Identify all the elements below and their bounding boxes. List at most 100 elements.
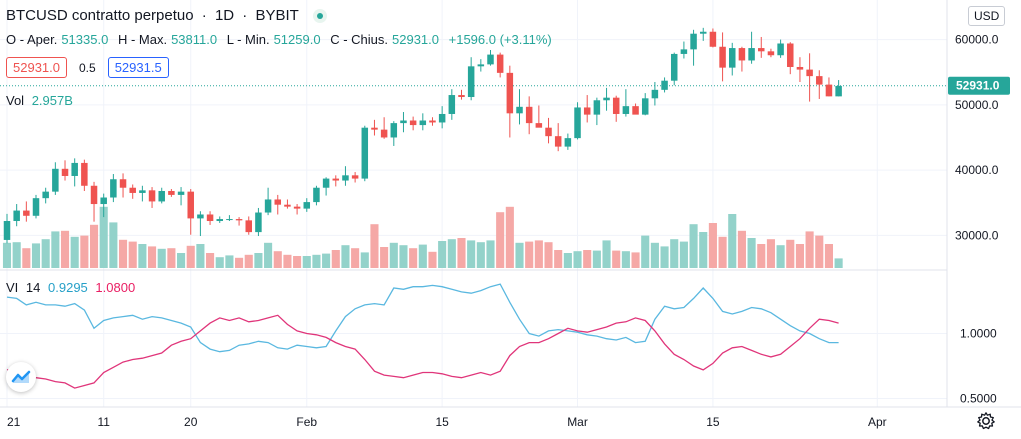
volume-bar [747, 238, 756, 268]
volume-bar [428, 251, 437, 268]
volume-bar [293, 256, 302, 268]
candle-body [709, 31, 717, 47]
buy-button[interactable]: 52931.5 [107, 57, 169, 78]
volume-bar [563, 253, 572, 268]
candle-body [168, 190, 175, 195]
volume-bar [186, 245, 195, 268]
low-value: 51259.0 [273, 32, 321, 47]
candle-body [245, 220, 252, 233]
time-tick-label: 15 [706, 415, 720, 429]
price-tick-label: 60000.0 [955, 33, 999, 47]
candle-body [71, 162, 78, 176]
time-tick-label: 11 [97, 415, 110, 429]
volume-bar [380, 247, 389, 268]
volume-bar [177, 253, 186, 268]
candle-body [554, 136, 562, 147]
volume-bar [322, 253, 331, 268]
candle-body [564, 138, 572, 147]
high-value: 53811.0 [171, 32, 218, 47]
currency-button[interactable]: USD [968, 6, 1006, 26]
volume-bar [22, 248, 31, 268]
time-tick-label: Apr [868, 415, 887, 429]
volume-bar [795, 244, 804, 268]
candle-body [535, 123, 543, 128]
volume-bar [641, 235, 650, 268]
candle-body [255, 212, 262, 233]
candle-body [139, 190, 146, 193]
candle-body [545, 127, 552, 137]
candle-body [100, 197, 107, 205]
candle-body [477, 64, 485, 67]
gear-icon[interactable] [976, 411, 996, 436]
candle-body [371, 127, 378, 130]
volume-bar [138, 244, 147, 268]
volume-bar [341, 245, 350, 268]
close-value: 52931.0 [392, 32, 439, 47]
volume-bar [689, 224, 698, 268]
volume-bar [573, 251, 582, 268]
symbol-name[interactable]: BTCUSD contratto perpetuo [6, 7, 194, 24]
candle-body [206, 214, 214, 222]
price-tick-label: 40000.0 [955, 163, 999, 177]
ohlc-legend: O - Aper. 51335.0 H - Max. 53811.0 L - Min… [6, 32, 558, 47]
volume-bar [660, 246, 669, 268]
candle-body [342, 175, 349, 181]
candle-body [516, 106, 523, 114]
candle-body [293, 206, 301, 209]
vi-plus-value: 0.9295 [48, 280, 88, 295]
candle-body [235, 219, 243, 221]
spread-value: 0.5 [79, 60, 96, 75]
candle-body [158, 190, 165, 202]
volume-bar [409, 248, 418, 268]
candle-body [825, 84, 833, 97]
tradingview-logo-icon[interactable] [6, 362, 36, 392]
high-label: H - Max. [117, 32, 168, 47]
candle-body [284, 204, 291, 207]
market-status-dot-icon [313, 9, 327, 24]
candle-body [274, 199, 282, 205]
volume-bar [592, 250, 601, 268]
volume-bar [264, 242, 273, 268]
volume-bar [80, 235, 89, 268]
vi-period: 14 [25, 280, 41, 295]
candle-body [661, 80, 668, 90]
candle-body [361, 127, 369, 179]
candle-body [61, 168, 69, 176]
volume-bar [650, 242, 659, 268]
volume-bar [399, 245, 408, 268]
volume-bar [370, 224, 379, 268]
volume-bar [525, 241, 534, 268]
volume-bar [728, 214, 737, 268]
title-separator: · [201, 7, 207, 24]
price-tick-label: 50000.0 [955, 98, 999, 112]
candle-body [42, 191, 49, 199]
volume-bar [467, 240, 476, 268]
sell-button[interactable]: 52931.0 [6, 57, 67, 78]
volume-bar [447, 239, 456, 268]
volume-bar [534, 240, 543, 268]
volume-bar [476, 242, 485, 268]
interval-label[interactable]: 1D [214, 7, 235, 24]
candle-body [690, 33, 697, 50]
candle-body [226, 219, 233, 221]
volume-bar [505, 206, 514, 268]
time-tick-label: 20 [184, 415, 198, 429]
volume-bar [602, 240, 611, 268]
candle-body [680, 49, 688, 54]
candle-body [313, 187, 320, 203]
volume-bar [2, 242, 12, 268]
volume-bar [51, 231, 60, 268]
volume-legend: Vol 2.957B [6, 93, 77, 108]
candle-body [197, 214, 204, 219]
volume-bar [486, 240, 495, 268]
candle-body [612, 97, 620, 114]
volume-bar [389, 242, 398, 268]
candle-body [322, 178, 330, 188]
low-label: L - Min. [226, 32, 270, 47]
volume-bar [331, 250, 340, 268]
candle-body [467, 66, 475, 98]
volume-value: 2.957B [31, 93, 73, 108]
volume-label: Vol [6, 93, 25, 108]
volume-bar [235, 257, 244, 268]
